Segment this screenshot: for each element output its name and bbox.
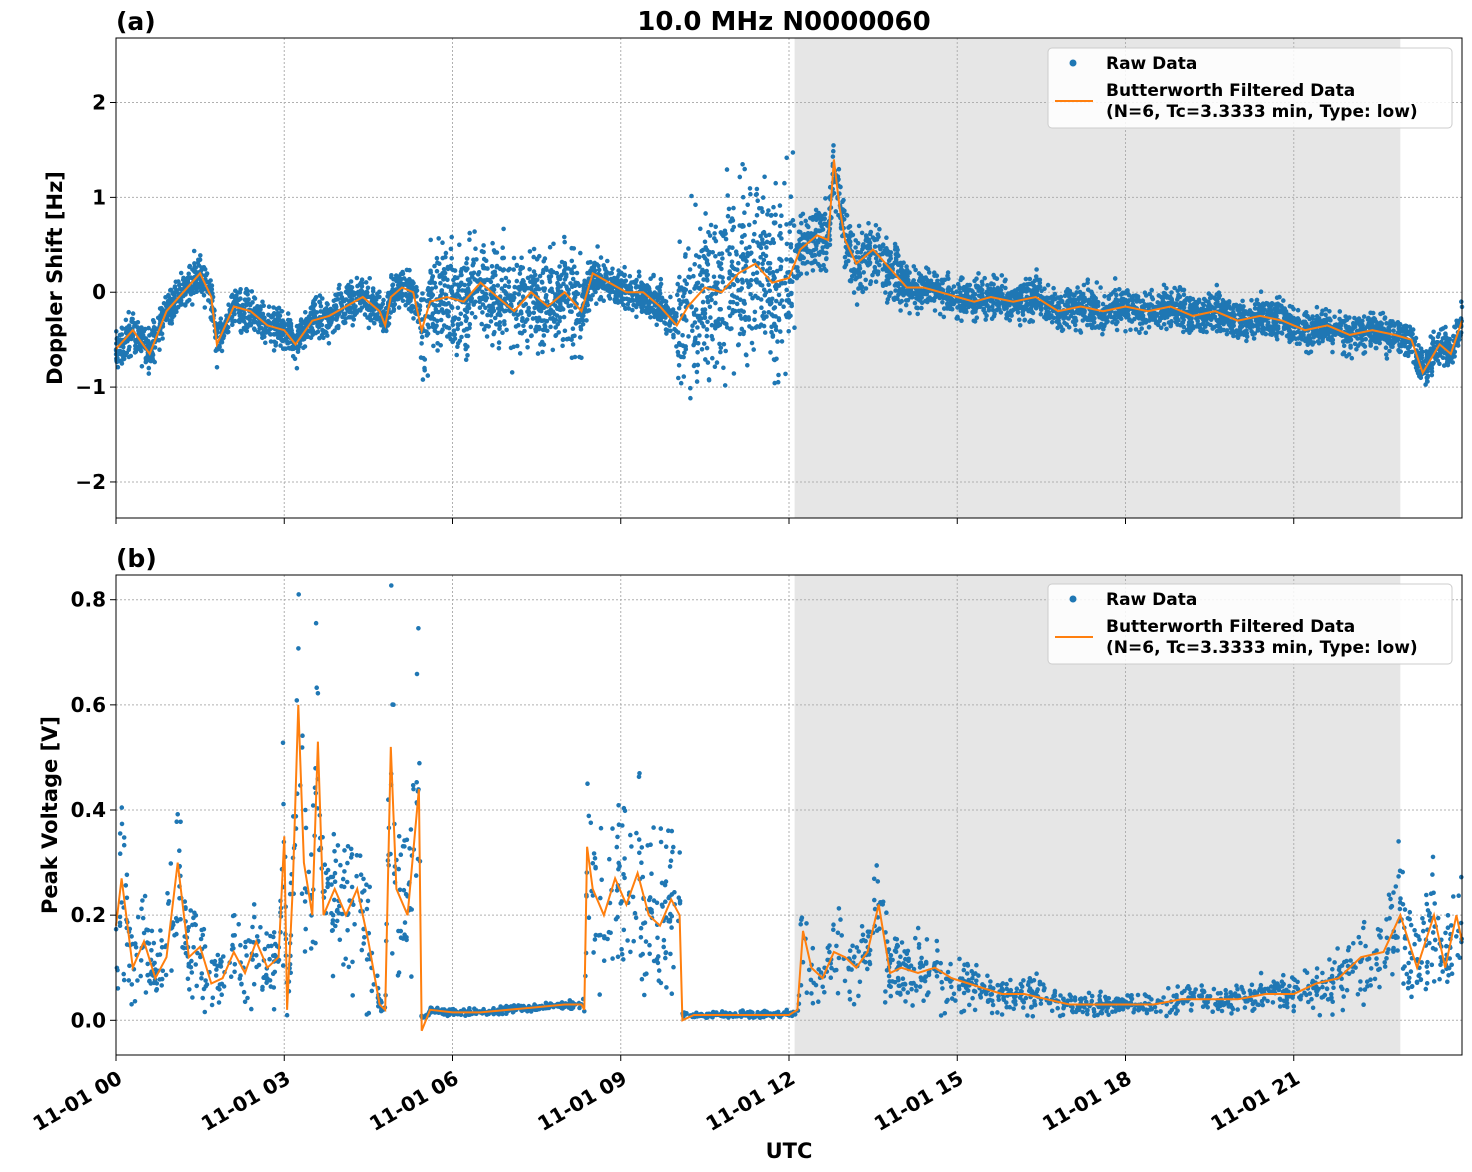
y-tick-label: 1 bbox=[92, 185, 106, 209]
y-tick-label: 0.8 bbox=[71, 588, 106, 612]
panel-b-ylabel: Peak Voltage [V] bbox=[38, 716, 62, 914]
panel-a-raw-scatter bbox=[113, 143, 1465, 401]
y-tick-label: 0.2 bbox=[71, 903, 106, 927]
x-tick-label: 11-01 15 bbox=[870, 1066, 968, 1136]
panel-b-filtered-line bbox=[115, 704, 1463, 1032]
y-tick-label: 0.0 bbox=[71, 1008, 106, 1032]
x-tick-label: 11-01 06 bbox=[365, 1066, 463, 1136]
x-tick-label: 11-01 03 bbox=[197, 1066, 295, 1136]
legend-box bbox=[1047, 47, 1453, 129]
figure-title: 10.0 MHz N0000060 bbox=[637, 7, 930, 37]
raw-data-points bbox=[113, 143, 1465, 401]
y-tick-label: 0 bbox=[92, 280, 106, 304]
y-tick-label: 0.6 bbox=[71, 693, 106, 717]
panel-b: 0.0 0.2 0.4 0.6 0.8 11-01 00 11-01 03 11-01 06… bbox=[29, 544, 1464, 1136]
legend-raw-label: Raw Data bbox=[1106, 54, 1197, 74]
legend-raw-marker bbox=[1069, 59, 1077, 67]
panel-a-ylabel: Doppler Shift [Hz] bbox=[43, 171, 67, 385]
legend-filtered-label-line1: Butterworth Filtered Data bbox=[1106, 617, 1355, 637]
panel-b-xticks: 11-01 00 11-01 03 11-01 06 11-01 09 11-01 12… bbox=[29, 1055, 1304, 1136]
x-axis-label: UTC bbox=[766, 1139, 813, 1163]
panel-a-yticks: −2 −1 0 1 2 bbox=[75, 91, 116, 494]
legend-box bbox=[1047, 583, 1453, 665]
legend-raw-marker bbox=[1069, 595, 1077, 603]
x-tick-label: 11-01 09 bbox=[533, 1066, 631, 1136]
panel-a-filtered-line bbox=[115, 159, 1463, 376]
legend-filtered-label-line2: (N=6, Tc=3.3333 min, Type: low) bbox=[1106, 102, 1418, 122]
x-tick-label: 11-01 21 bbox=[1206, 1066, 1304, 1136]
y-tick-label: 0.4 bbox=[71, 798, 106, 822]
panel-b-yticks: 0.0 0.2 0.4 0.6 0.8 bbox=[71, 588, 116, 1032]
y-tick-label: 2 bbox=[92, 91, 106, 115]
x-tick-label: 11-01 18 bbox=[1038, 1066, 1136, 1136]
x-tick-label: 11-01 12 bbox=[702, 1066, 800, 1136]
x-tick-label: 11-01 00 bbox=[29, 1066, 127, 1136]
panel-a: −2 −1 0 1 2 (a) Doppler Shift [Hz] Raw Data … bbox=[43, 7, 1465, 524]
panel-a-legend: Raw Data Butterworth Filtered Data (N=6,… bbox=[1047, 47, 1453, 129]
y-tick-label: −1 bbox=[75, 375, 106, 399]
panel-b-label: (b) bbox=[116, 544, 157, 573]
panel-a-xticks bbox=[115, 518, 1295, 524]
panel-b-legend: Raw Data Butterworth Filtered Data (N=6,… bbox=[1047, 583, 1453, 665]
panel-a-label: (a) bbox=[116, 7, 156, 36]
y-tick-label: −2 bbox=[75, 470, 106, 494]
legend-filtered-label-line2: (N=6, Tc=3.3333 min, Type: low) bbox=[1106, 638, 1418, 658]
legend-filtered-label-line1: Butterworth Filtered Data bbox=[1106, 81, 1355, 101]
legend-raw-label: Raw Data bbox=[1106, 590, 1197, 610]
